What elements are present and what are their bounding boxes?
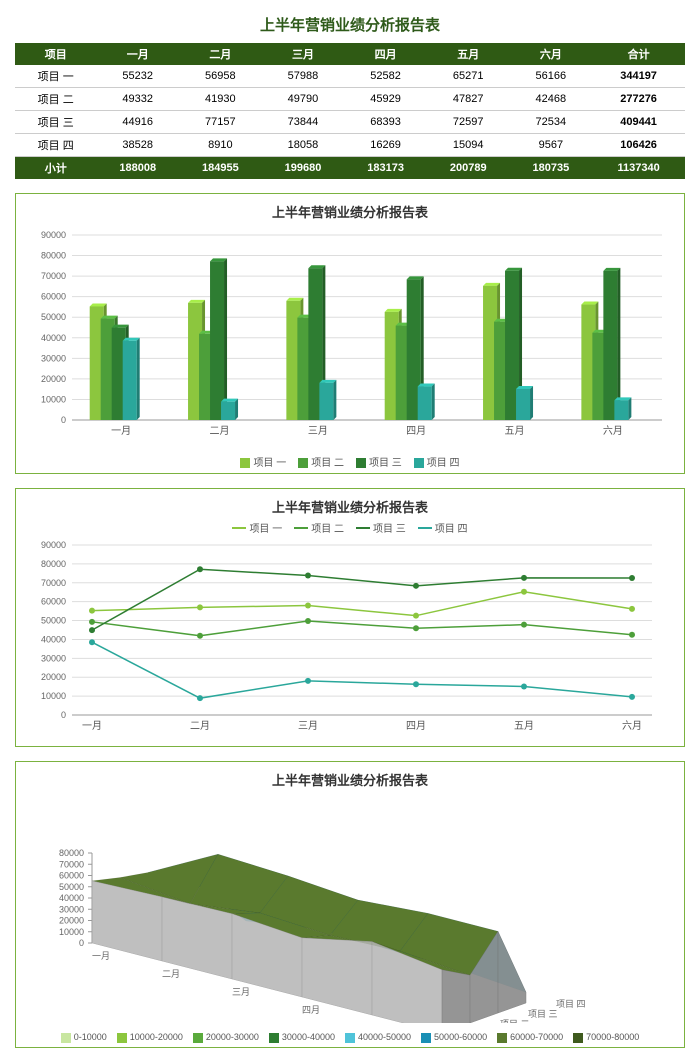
line-chart: 0 10000 20000 30000 40000 50000 60000 70000 8000… [22, 537, 672, 737]
svg-text:二月: 二月 [210, 425, 230, 437]
svg-text:五月: 五月 [505, 425, 525, 437]
col-header: 一月 [96, 43, 179, 65]
col-header: 五月 [427, 43, 510, 65]
svg-text:三月: 三月 [232, 987, 250, 997]
svg-text:三月: 三月 [298, 720, 318, 732]
svg-text:30000: 30000 [41, 353, 66, 363]
svg-text:90000: 90000 [41, 540, 66, 550]
data-table: 项目一月二月三月四月五月六月合计 项目 一5523256958579885258… [15, 43, 685, 179]
bar-chart-title: 上半年营销业绩分析报告表 [22, 202, 678, 221]
surface-chart-title: 上半年营销业绩分析报告表 [22, 770, 678, 789]
surface-legend: 0-1000010000-2000020000-3000030000-40000… [22, 1032, 678, 1043]
svg-text:60000: 60000 [41, 292, 66, 302]
svg-text:30000: 30000 [41, 653, 66, 663]
svg-text:80000: 80000 [59, 848, 84, 858]
bar-chart-panel: 上半年营销业绩分析报告表 0 10000 20000 30000 40000 50000 6… [15, 193, 685, 474]
svg-text:30000: 30000 [59, 904, 84, 914]
svg-text:四月: 四月 [302, 1005, 320, 1015]
table-row: 项目 三449167715773844683937259772534409441 [15, 111, 685, 134]
col-header: 二月 [179, 43, 262, 65]
bar-chart: 0 10000 20000 30000 40000 50000 60000 70000 8000… [22, 225, 672, 445]
table-row: 项目 四3852889101805816269150949567106426 [15, 134, 685, 157]
col-header: 项目 [15, 43, 96, 65]
svg-text:二月: 二月 [190, 720, 210, 732]
svg-text:40000: 40000 [41, 333, 66, 343]
svg-text:70000: 70000 [41, 578, 66, 588]
svg-text:二月: 二月 [162, 969, 180, 979]
svg-text:70000: 70000 [59, 859, 84, 869]
svg-text:五月: 五月 [514, 720, 534, 732]
svg-text:项目 三: 项目 三 [528, 1009, 558, 1019]
col-header: 三月 [262, 43, 345, 65]
svg-text:70000: 70000 [41, 271, 66, 281]
svg-text:0: 0 [61, 415, 66, 425]
svg-text:60000: 60000 [59, 871, 84, 881]
svg-text:四月: 四月 [406, 720, 426, 732]
report-title: 上半年营销业绩分析报告表 [15, 14, 685, 35]
svg-text:10000: 10000 [41, 394, 66, 404]
svg-text:50000: 50000 [41, 312, 66, 322]
col-header: 六月 [510, 43, 593, 65]
svg-text:20000: 20000 [41, 672, 66, 682]
svg-text:50000: 50000 [59, 882, 84, 892]
surface-chart: 01000020000 30000400005000060000 700008000… [22, 793, 672, 1023]
svg-text:40000: 40000 [41, 634, 66, 644]
line-chart-title: 上半年营销业绩分析报告表 [22, 497, 678, 516]
line-legend: 项目 一项目 二项目 三项目 四 [22, 520, 678, 535]
svg-text:10000: 10000 [59, 927, 84, 937]
svg-text:60000: 60000 [41, 597, 66, 607]
svg-text:0: 0 [79, 938, 84, 948]
svg-text:0: 0 [61, 710, 66, 720]
svg-text:90000: 90000 [41, 230, 66, 240]
svg-text:20000: 20000 [41, 374, 66, 384]
svg-text:40000: 40000 [59, 893, 84, 903]
svg-text:四月: 四月 [406, 425, 426, 437]
svg-text:项目 四: 项目 四 [556, 999, 586, 1009]
col-header: 四月 [344, 43, 427, 65]
col-header: 合计 [592, 43, 685, 65]
svg-text:六月: 六月 [603, 425, 623, 437]
svg-text:六月: 六月 [622, 720, 642, 732]
table-row: 项目 一552325695857988525826527156166344197 [15, 65, 685, 88]
svg-text:一月: 一月 [82, 720, 102, 732]
svg-text:20000: 20000 [59, 916, 84, 926]
bar-legend: 项目 一项目 二项目 三项目 四 [22, 454, 678, 469]
svg-text:项目 二: 项目 二 [500, 1019, 530, 1023]
svg-text:80000: 80000 [41, 559, 66, 569]
svg-text:10000: 10000 [41, 691, 66, 701]
surface-chart-panel: 上半年营销业绩分析报告表 01000020000 3000040000500006… [15, 761, 685, 1048]
svg-text:三月: 三月 [308, 425, 328, 437]
svg-text:50000: 50000 [41, 616, 66, 626]
line-chart-panel: 上半年营销业绩分析报告表 项目 一项目 二项目 三项目 四 0 10000 2000… [15, 488, 685, 747]
svg-text:一月: 一月 [92, 951, 110, 961]
svg-text:一月: 一月 [111, 425, 131, 437]
table-row: 项目 二493324193049790459294782742468277276 [15, 88, 685, 111]
svg-text:80000: 80000 [41, 251, 66, 261]
